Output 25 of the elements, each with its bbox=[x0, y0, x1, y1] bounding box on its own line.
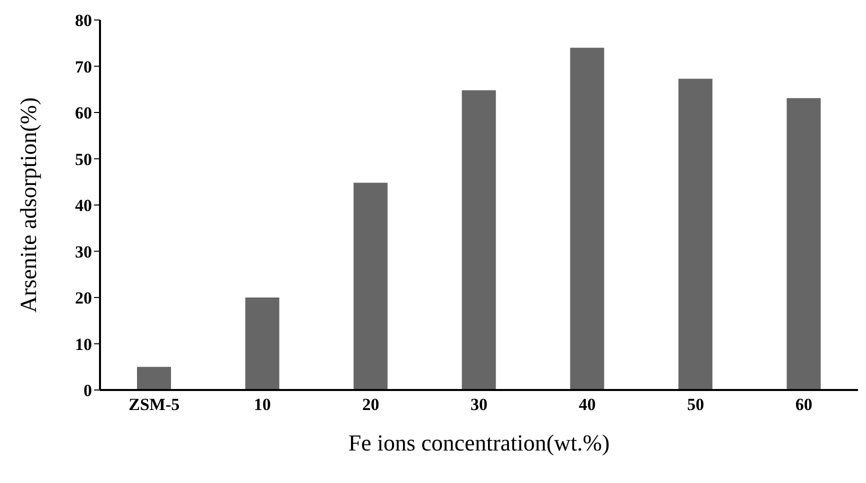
y-tick-label: 60 bbox=[75, 104, 92, 123]
x-axis-title: Fe ions concentration(wt.%) bbox=[348, 430, 610, 456]
y-tick-label: 80 bbox=[75, 11, 92, 30]
x-tick-label: 50 bbox=[687, 395, 704, 414]
y-tick-label: 20 bbox=[75, 288, 92, 308]
x-tick-label: 60 bbox=[795, 395, 812, 414]
bar bbox=[245, 298, 280, 390]
y-tick-label: 10 bbox=[75, 334, 92, 354]
x-tick-label: 30 bbox=[470, 395, 488, 414]
y-tick-label: 50 bbox=[75, 150, 92, 169]
bar bbox=[137, 366, 171, 390]
y-tick-label: 40 bbox=[75, 196, 92, 216]
x-tick-label: ZSM-5 bbox=[128, 395, 180, 414]
bar bbox=[354, 182, 388, 390]
bar bbox=[570, 48, 604, 390]
bar bbox=[786, 98, 821, 390]
x-tick-label: 10 bbox=[254, 395, 271, 414]
x-tick-label: 20 bbox=[362, 395, 380, 414]
y-tick-label: 30 bbox=[75, 242, 92, 262]
y-tick-label: 70 bbox=[75, 57, 92, 76]
bar bbox=[462, 90, 496, 390]
y-axis-title: Arsenite adsorption(%) bbox=[16, 97, 42, 313]
bar bbox=[678, 78, 712, 390]
y-tick-label: 0 bbox=[84, 381, 92, 400]
x-tick-label: 40 bbox=[578, 395, 596, 414]
